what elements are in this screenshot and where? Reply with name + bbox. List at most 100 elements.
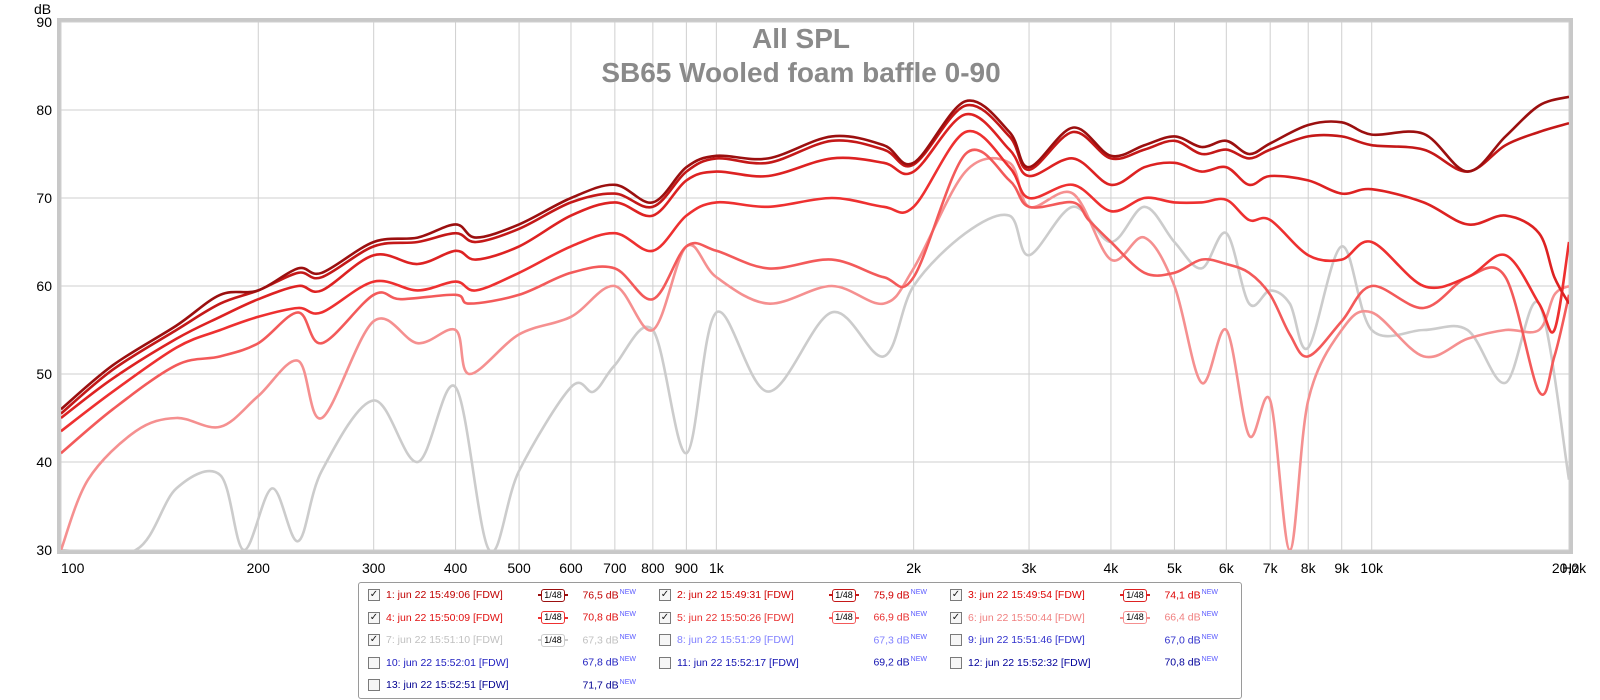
legend-checkbox-7[interactable]: ✓ (368, 634, 380, 646)
legend-item-13: 13: jun 22 15:52:51 [FDW] 71,7 dBNEW (368, 675, 636, 695)
legend-item-1: ✓ 1: jun 22 15:49:06 [FDW] 1/48 76,5 dBNEW (368, 585, 636, 605)
legend-checkbox-1[interactable]: ✓ (368, 589, 380, 601)
legend-value-text: 70,8 dB (582, 611, 619, 624)
legend-value: 70,8 dBNEW (576, 611, 636, 624)
x-tick-label: 10k (1360, 560, 1384, 576)
legend-value: 67,3 dBNEW (867, 634, 927, 647)
new-badge: NEW (910, 656, 927, 664)
x-tick-label: 3k (1022, 560, 1038, 576)
legend-checkbox-13[interactable] (368, 679, 380, 691)
legend-label[interactable]: 1: jun 22 15:49:06 [FDW] (386, 589, 503, 601)
legend-value: 70,8 dBNEW (1158, 656, 1218, 669)
legend-checkbox-10[interactable] (368, 656, 380, 669)
smoothing-button[interactable]: 1/48 (829, 611, 859, 625)
legend-item-11: 11: jun 22 15:52:17 [FDW] 69,2 dBNEW (659, 653, 927, 673)
new-badge: NEW (619, 588, 636, 596)
spl-chart: dB Hz All SPL SB65 Wooled foam baffle 0-… (34, 1, 1587, 576)
legend-label[interactable]: 2: jun 22 15:49:31 [FDW] (677, 589, 794, 601)
x-tick-label: 200 (247, 560, 271, 576)
y-axis-label: dB (34, 1, 51, 17)
legend-value-text: 66,4 dB (1164, 611, 1201, 624)
legend-value: 67,8 dBNEW (576, 656, 636, 669)
legend-value: 75,9 dBNEW (867, 589, 927, 602)
smoothing-button[interactable]: 1/48 (538, 633, 568, 647)
legend-value: 69,2 dBNEW (867, 656, 927, 669)
new-badge: NEW (910, 611, 927, 619)
legend-value: 74,1 dBNEW (1158, 589, 1218, 602)
new-badge: NEW (910, 588, 927, 596)
smoothing-label: 1/48 (1123, 588, 1147, 602)
legend-item-9: 9: jun 22 15:51:46 [FDW] 67,0 dBNEW (950, 630, 1218, 650)
legend-value-text: 75,9 dB (873, 589, 910, 602)
legend-value-text: 71,7 dB (582, 679, 619, 692)
legend-label[interactable]: 7: jun 22 15:51:10 [FDW] (386, 634, 503, 646)
plot-border (57, 18, 1573, 554)
smoothing-label: 1/48 (1123, 611, 1147, 624)
legend-label[interactable]: 8: jun 22 15:51:29 [FDW] (677, 634, 794, 646)
smoothing-label: 1/48 (541, 633, 565, 647)
smoothing-button[interactable]: 1/48 (1120, 611, 1150, 625)
legend-checkbox-11[interactable] (659, 656, 671, 669)
legend-label[interactable]: 13: jun 22 15:52:51 [FDW] (386, 679, 509, 691)
smoothing-button[interactable]: 1/48 (538, 588, 568, 602)
x-tick-label: 100 (61, 560, 85, 576)
new-badge: NEW (1201, 633, 1218, 641)
x-tick-label: 800 (641, 560, 665, 576)
legend-label[interactable]: 12: jun 22 15:52:32 [FDW] (968, 656, 1091, 669)
y-tick-label: 90 (36, 14, 52, 30)
legend-checkbox-5[interactable]: ✓ (659, 611, 671, 624)
new-badge: NEW (619, 678, 636, 686)
x-tick-label: 300 (362, 560, 386, 576)
x-tick-label: 400 (444, 560, 468, 576)
smoothing-button[interactable]: 1/48 (538, 611, 568, 625)
smoothing-label: 1/48 (541, 588, 565, 602)
new-badge: NEW (619, 656, 636, 664)
legend-value: 66,4 dBNEW (1158, 611, 1218, 624)
x-tick-label: 2k (906, 560, 922, 576)
legend-label[interactable]: 6: jun 22 15:50:44 [FDW] (968, 611, 1085, 624)
x-tick-label: 700 (603, 560, 627, 576)
new-badge: NEW (910, 633, 927, 641)
series-line-7 (61, 205, 1569, 550)
legend-checkbox-6[interactable]: ✓ (950, 611, 962, 624)
legend-item-3: ✓ 3: jun 22 15:49:54 [FDW] 1/48 74,1 dBNEW (950, 585, 1218, 605)
x-axis-label: Hz (1562, 560, 1579, 576)
y-tick-label: 70 (36, 190, 52, 206)
y-tick-label: 50 (36, 366, 52, 382)
x-tick-label: 500 (507, 560, 531, 576)
series-line-5 (61, 148, 1569, 455)
legend-item-7: ✓ 7: jun 22 15:51:10 [FDW] 1/48 67,3 dBNEW (368, 630, 636, 650)
new-badge: NEW (619, 633, 636, 641)
legend-value: 67,0 dBNEW (1158, 634, 1218, 647)
legend-label[interactable]: 9: jun 22 15:51:46 [FDW] (968, 634, 1085, 646)
legend-checkbox-3[interactable]: ✓ (950, 589, 962, 601)
smoothing-label: 1/48 (832, 611, 856, 624)
smoothing-button[interactable]: 1/48 (1120, 588, 1150, 602)
x-tick-label: 7k (1263, 560, 1279, 576)
legend-checkbox-2[interactable]: ✓ (659, 589, 671, 601)
new-badge: NEW (1201, 611, 1218, 619)
legend-label[interactable]: 11: jun 22 15:52:17 [FDW] (677, 656, 799, 669)
y-tick-label: 30 (36, 542, 52, 558)
new-badge: NEW (619, 611, 636, 619)
x-tick-label: 1k (709, 560, 725, 576)
legend-checkbox-4[interactable]: ✓ (368, 611, 380, 624)
legend-label[interactable]: 4: jun 22 15:50:09 [FDW] (386, 611, 503, 624)
legend: ✓ 1: jun 22 15:49:06 [FDW] 1/48 76,5 dBNEW ✓… (358, 582, 1242, 699)
legend-label[interactable]: 5: jun 22 15:50:26 [FDW] (677, 611, 794, 624)
legend-checkbox-8[interactable] (659, 634, 671, 646)
legend-checkbox-12[interactable] (950, 656, 962, 669)
x-tick-label: 20,0k (1552, 560, 1587, 576)
series-line-4 (61, 129, 1569, 433)
y-tick-label: 60 (36, 278, 52, 294)
legend-label[interactable]: 10: jun 22 15:52:01 [FDW] (386, 656, 509, 669)
legend-value-text: 70,8 dB (1164, 656, 1201, 669)
legend-value-text: 66,9 dB (873, 611, 910, 624)
y-tick-label: 40 (36, 454, 52, 470)
legend-value: 76,5 dBNEW (576, 589, 636, 602)
legend-checkbox-9[interactable] (950, 634, 962, 646)
legend-item-2: ✓ 2: jun 22 15:49:31 [FDW] 1/48 75,9 dBNEW (659, 585, 927, 605)
legend-item-6: ✓ 6: jun 22 15:50:44 [FDW] 1/48 66,4 dBNEW (950, 608, 1218, 628)
legend-label[interactable]: 3: jun 22 15:49:54 [FDW] (968, 589, 1085, 601)
smoothing-button[interactable]: 1/48 (829, 588, 859, 602)
